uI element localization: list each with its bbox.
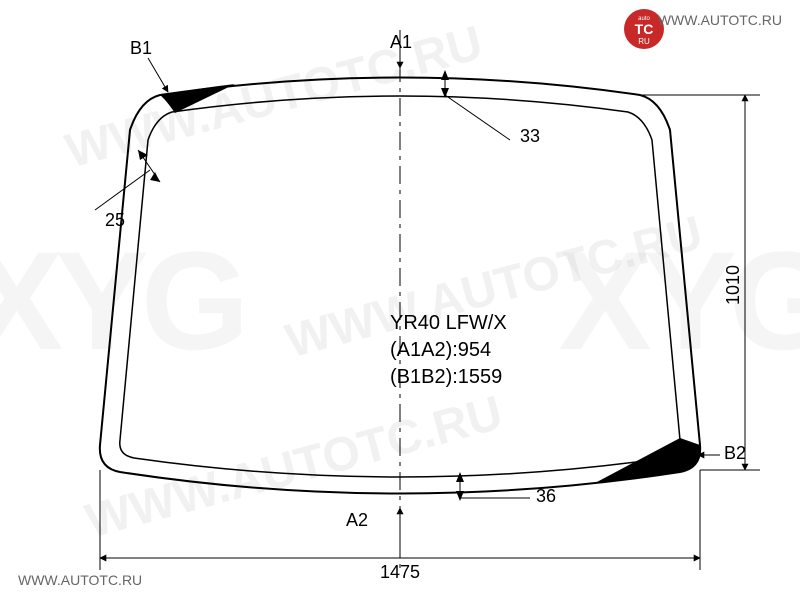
spec-code: YR40 LFW/X bbox=[390, 310, 507, 337]
spec-a1a2: (A1A2):954 bbox=[390, 337, 507, 364]
dim-36: 36 bbox=[536, 486, 556, 507]
label-a1: A1 bbox=[390, 32, 412, 53]
label-b2: B2 bbox=[724, 443, 746, 464]
label-b1: B1 bbox=[130, 38, 152, 59]
corner-fill-b2 bbox=[595, 438, 700, 483]
spec-block: YR40 LFW/X (A1A2):954 (B1B2):1559 bbox=[390, 310, 507, 391]
spec-b1b2: (B1B2):1559 bbox=[390, 364, 507, 391]
dim-1010: 1010 bbox=[723, 275, 763, 296]
dim-33: 33 bbox=[520, 126, 540, 147]
dim-25: 25 bbox=[105, 210, 125, 231]
dim-1475: 1475 bbox=[380, 562, 420, 583]
windshield-diagram bbox=[0, 0, 800, 600]
label-a2: A2 bbox=[346, 510, 368, 531]
